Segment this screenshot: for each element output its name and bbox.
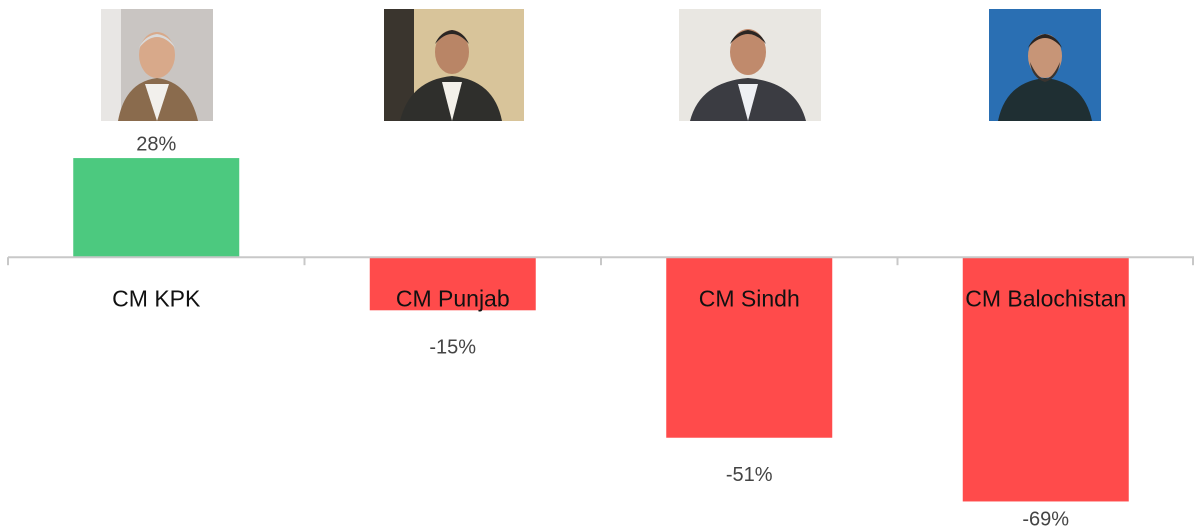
value-label: 28%	[136, 133, 176, 155]
category-label: CM KPK	[112, 285, 201, 311]
photos	[101, 9, 1101, 121]
value-label: -51%	[726, 464, 773, 486]
photo	[679, 9, 821, 121]
photo	[989, 9, 1101, 121]
category-label: CM Balochistan	[965, 285, 1126, 311]
bar	[73, 158, 239, 257]
category-label: CM Punjab	[396, 285, 510, 311]
photo-bg	[101, 9, 121, 121]
value-label: -15%	[429, 337, 476, 359]
chart: 28% -15% -51% -69% CM KPK CM Punjab CM Sindh CM…	[0, 0, 1194, 532]
bar	[666, 257, 832, 438]
photo	[384, 9, 524, 121]
photo-face	[139, 32, 175, 78]
photo	[101, 9, 213, 121]
value-label: -69%	[1022, 508, 1069, 530]
category-label: CM Sindh	[699, 285, 800, 311]
